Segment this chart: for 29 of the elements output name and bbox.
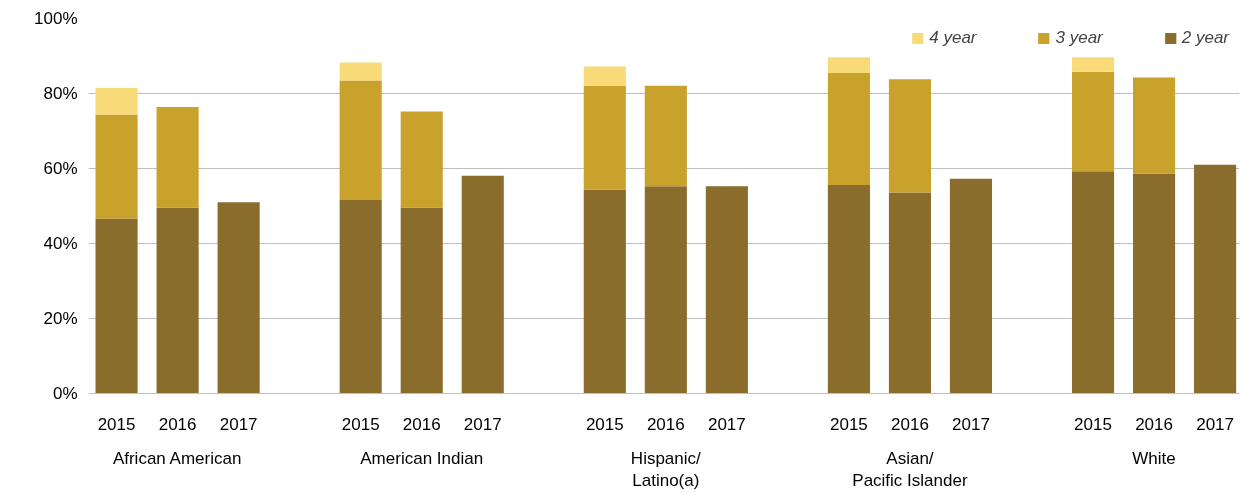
x-tick-label: 2017 [952,414,990,434]
x-tick-label: 2016 [1135,414,1173,434]
x-tick-label: 2017 [1196,414,1235,434]
legend-label: 4 year [929,28,977,48]
x-tick-label: 2017 [707,414,746,434]
text: American Indian [360,448,484,468]
x-tick-label: 2016 [891,414,929,434]
text: Hispanic/ Latino(a) [630,448,702,491]
y-tick-label: 100% [34,9,78,28]
text: African American [112,448,242,468]
x-tick-label: 2016 [158,414,197,434]
x-tick-label: 2015 [97,414,136,434]
legend-label: 2 year [1181,28,1229,48]
y-tick-label: 80% [43,84,78,103]
y-tick-label: 20% [43,309,78,328]
y-tick-label: 40% [43,234,78,253]
y-tick-label: 60% [43,159,78,178]
text: White [1132,448,1176,468]
x-tick-label: 2015 [1074,414,1112,434]
x-tick-label: 2015 [830,414,868,434]
x-tick-label: 2015 [341,414,380,434]
x-tick-label: 2017 [219,414,258,434]
x-tick-label: 2016 [646,414,685,434]
text: Asian/ Pacific Islander [852,448,968,491]
legend-label: 3 year [1055,28,1103,48]
y-tick-label: 0% [52,384,78,403]
x-tick-label: 2015 [585,414,624,434]
x-tick-label: 2017 [463,414,502,434]
x-tick-label: 2016 [402,414,441,434]
